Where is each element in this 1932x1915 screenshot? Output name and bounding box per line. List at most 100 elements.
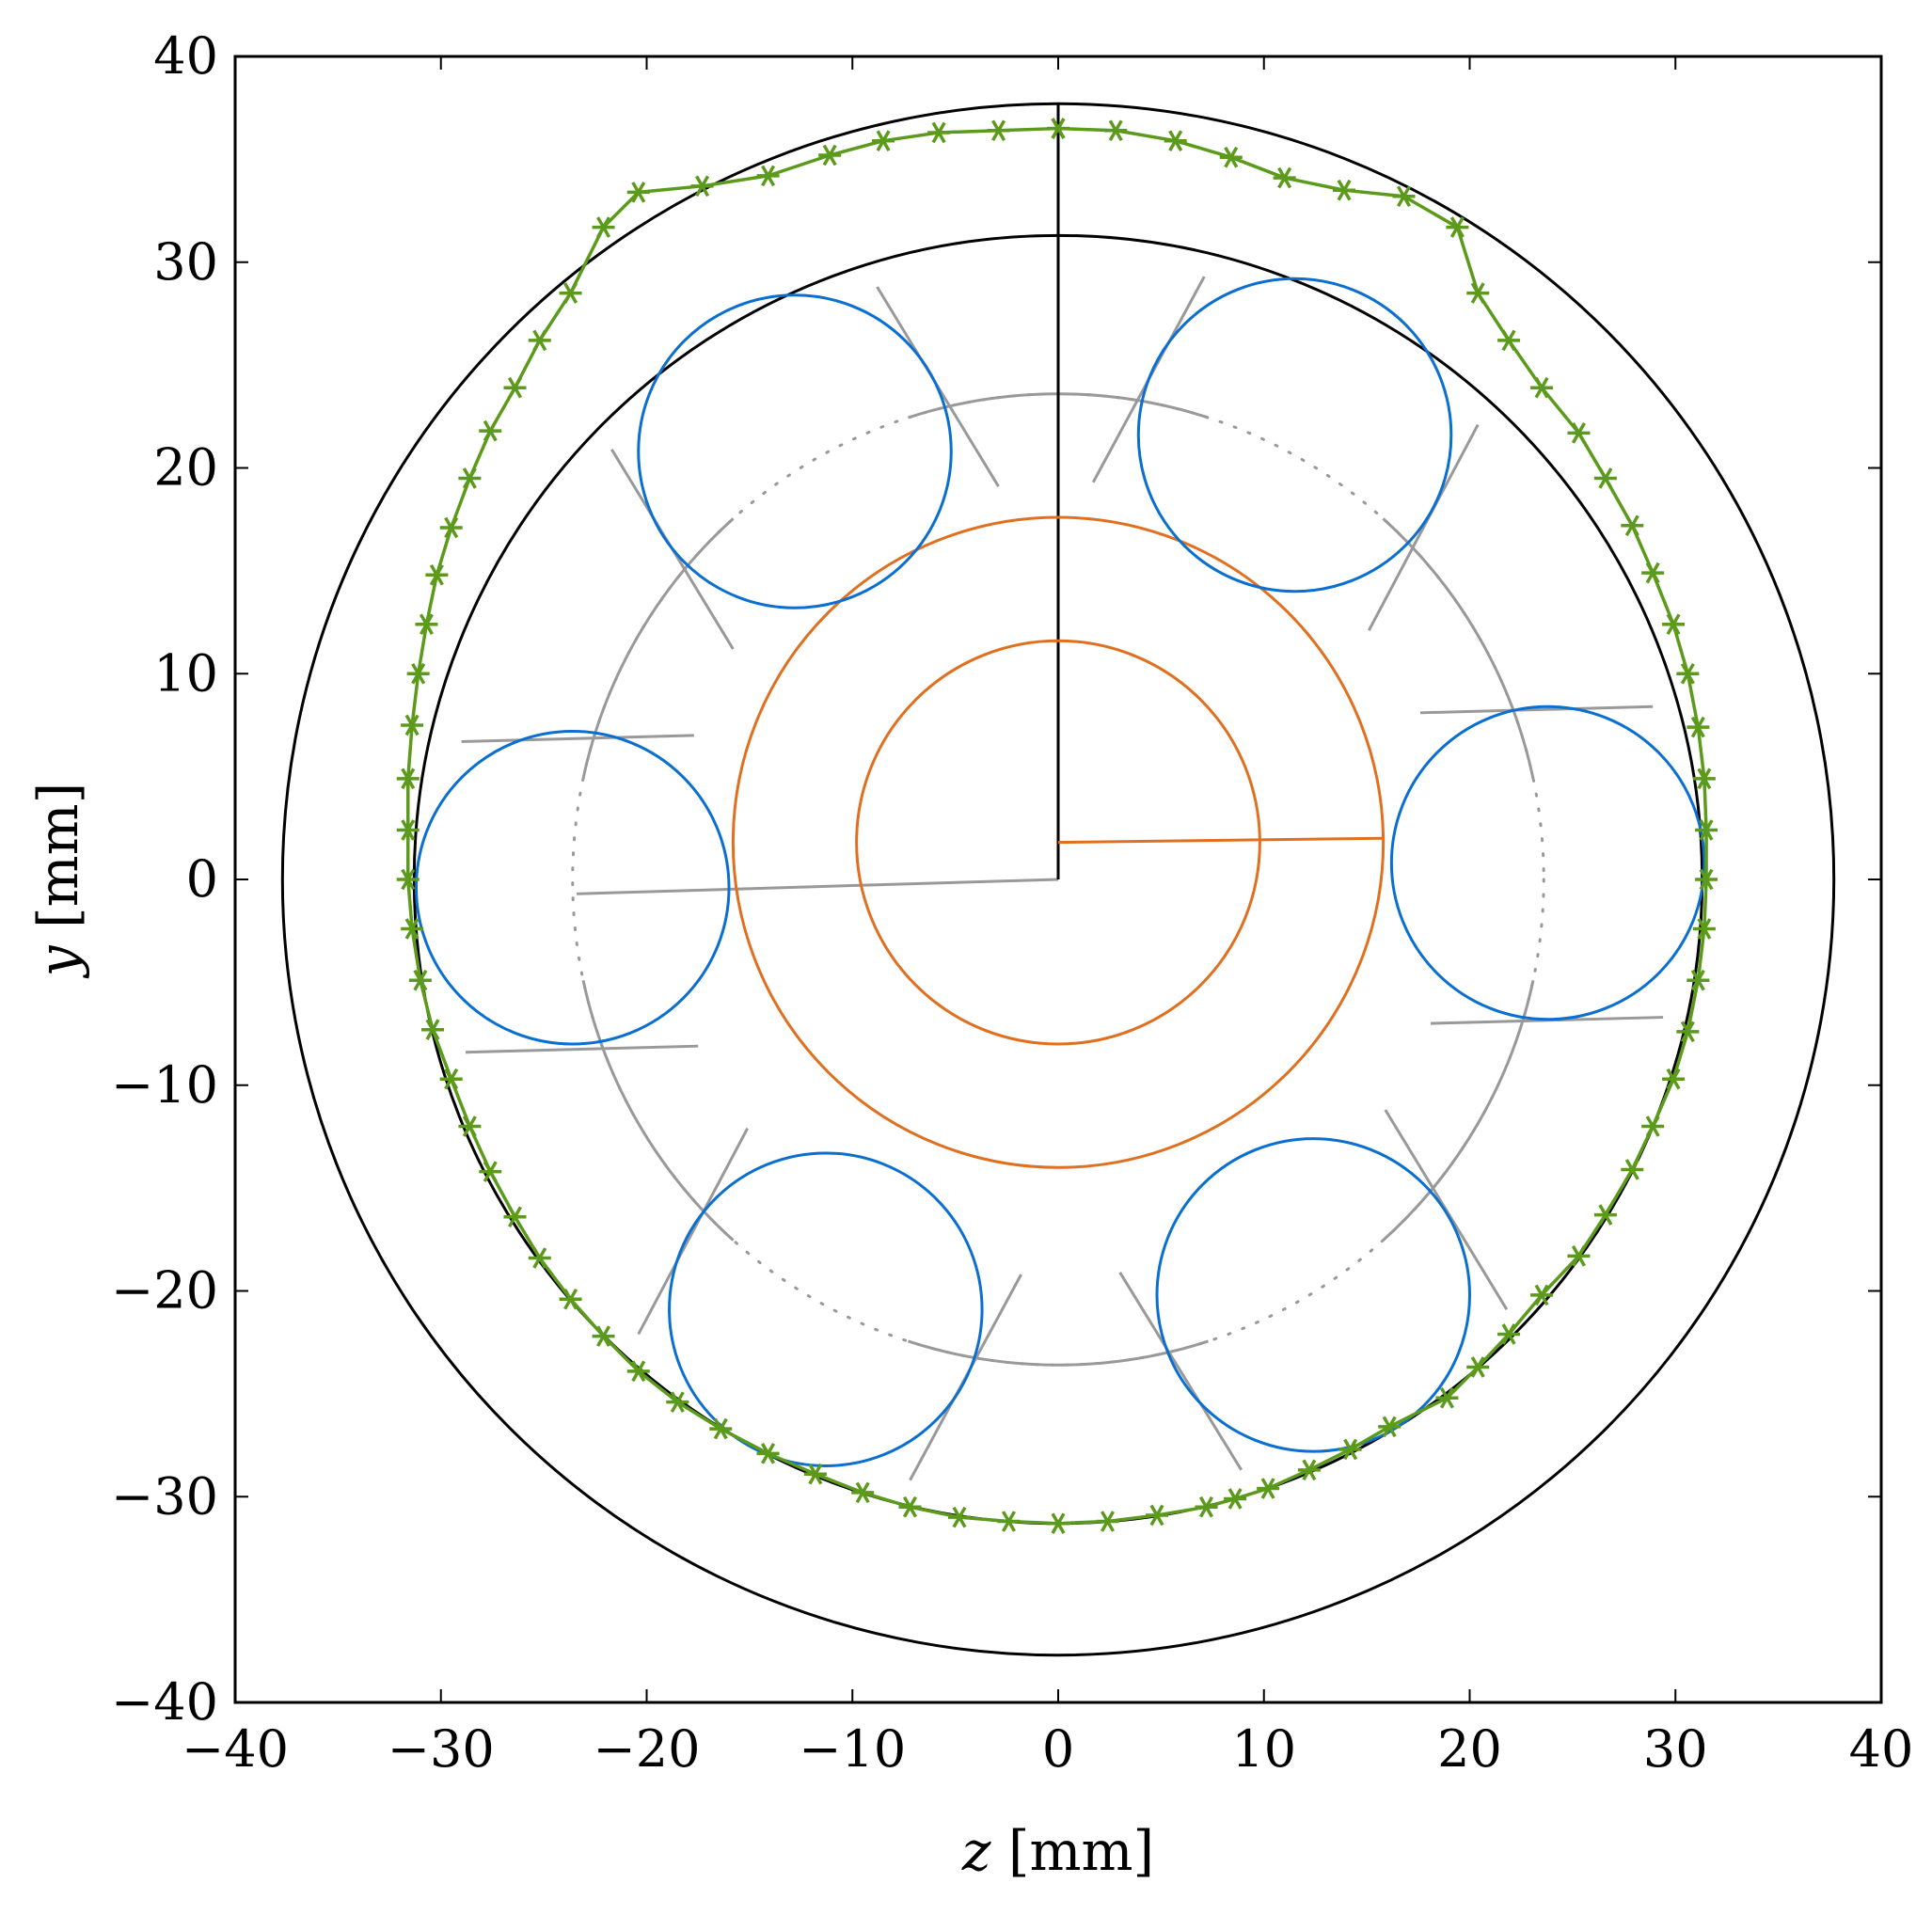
measured-point xyxy=(396,868,420,891)
measured-point xyxy=(709,1417,733,1440)
y-tick-label: −20 xyxy=(111,1261,218,1321)
measured-point xyxy=(425,563,449,586)
measured-point xyxy=(401,714,424,736)
measured-point xyxy=(396,768,420,790)
measured-point xyxy=(1435,1386,1459,1409)
measured-point xyxy=(756,165,780,187)
measured-point xyxy=(479,419,502,442)
roller-3 xyxy=(1389,704,1706,1021)
measured-point xyxy=(1257,1478,1280,1499)
measured-point xyxy=(1333,179,1356,201)
measured-point xyxy=(559,1288,582,1310)
measured-point xyxy=(458,467,482,489)
measured-point xyxy=(439,516,463,539)
measured-point xyxy=(592,216,615,238)
measured-point xyxy=(396,819,420,841)
x-tick-label: 0 xyxy=(1042,1719,1074,1779)
measured-point xyxy=(803,1463,827,1485)
x-tick-label: 10 xyxy=(1231,1719,1296,1779)
measured-point xyxy=(1621,1159,1644,1180)
inner-race-circle-1 xyxy=(731,515,1386,1169)
measured-point xyxy=(1378,1416,1401,1438)
measured-point xyxy=(1567,1244,1591,1267)
measured-point xyxy=(1497,329,1521,352)
measured-point xyxy=(479,1161,502,1182)
measured-point xyxy=(401,918,424,940)
x-tick-label: −10 xyxy=(799,1719,906,1779)
x-axis-label-unit: [mm] xyxy=(990,1819,1154,1883)
y-tick-label: 20 xyxy=(153,438,218,498)
measured-point xyxy=(1096,1511,1119,1532)
y-tick-label: 40 xyxy=(153,26,218,86)
measured-point xyxy=(1047,118,1069,139)
measured-point xyxy=(1047,1512,1069,1535)
measured-point xyxy=(851,1481,875,1504)
roller-2 xyxy=(1136,277,1453,593)
measured-point xyxy=(1662,613,1686,636)
measured-point xyxy=(626,1360,650,1383)
cage-reference-line xyxy=(577,878,1059,895)
measured-point xyxy=(503,1206,527,1228)
measured-point xyxy=(559,282,582,304)
measured-point xyxy=(408,969,432,991)
measured-point xyxy=(1695,868,1718,891)
measured-point xyxy=(1692,918,1716,940)
measured-point xyxy=(406,662,430,685)
measured-point xyxy=(1687,716,1710,738)
plot-area xyxy=(280,102,1836,1657)
roller-5 xyxy=(668,1151,984,1467)
y-axis-label-var: y xyxy=(26,944,90,979)
cage-pocket-line-7 xyxy=(1384,1109,1509,1310)
measured-point xyxy=(1692,768,1716,790)
cage-pocket-line-5 xyxy=(1419,704,1654,715)
y-tick-label: −40 xyxy=(111,1672,218,1732)
measured-point xyxy=(1621,514,1644,537)
measured-point xyxy=(415,613,438,636)
measured-point xyxy=(1466,282,1490,304)
x-tick-labels: −40 −30 −20 −10 0 10 20 30 40 xyxy=(182,1719,1913,1779)
measured-point xyxy=(1446,216,1469,238)
x-tick-label: 20 xyxy=(1437,1719,1502,1779)
measured-point xyxy=(1687,969,1710,991)
measured-point xyxy=(1219,146,1243,168)
measured-point xyxy=(1497,1323,1521,1345)
x-axis-label: z [mm] xyxy=(961,1819,1154,1883)
measured-point xyxy=(592,1325,615,1347)
measured-point xyxy=(1530,376,1554,399)
measured-point xyxy=(528,1247,551,1269)
measured-point xyxy=(1593,1204,1617,1226)
measured-point xyxy=(948,1506,971,1528)
y-tick-label: −30 xyxy=(111,1466,218,1526)
measured-point xyxy=(626,182,650,203)
measured-point xyxy=(1224,1488,1247,1510)
measured-point xyxy=(1273,166,1296,189)
cage-arc-2 xyxy=(581,517,735,779)
measured-point xyxy=(503,376,527,399)
measured-point xyxy=(898,1496,922,1518)
x-tick-label: −20 xyxy=(594,1719,701,1779)
cage-pocket-line-4 xyxy=(1367,423,1480,632)
measured-point xyxy=(1676,1021,1700,1043)
measured-point xyxy=(1567,422,1591,444)
x-axis-label-var: z xyxy=(961,1819,991,1883)
y-tick-label: −10 xyxy=(111,1055,218,1115)
measured-point xyxy=(1641,1116,1665,1137)
roller-4 xyxy=(1155,1137,1471,1453)
measured-point xyxy=(1146,1504,1168,1527)
x-tick-label: −30 xyxy=(388,1719,495,1779)
y-tick-label: 30 xyxy=(153,232,218,292)
measured-point xyxy=(1662,1068,1686,1090)
measured-point xyxy=(528,329,551,352)
measured-point xyxy=(1104,119,1128,142)
measured-point xyxy=(1676,662,1700,685)
measured-point xyxy=(1593,467,1617,489)
roller-6 xyxy=(415,730,731,1046)
measured-point xyxy=(987,119,1010,142)
roller-1 xyxy=(637,293,953,609)
measured-point xyxy=(1297,1459,1321,1481)
measured-point xyxy=(439,1068,463,1090)
measured-point xyxy=(1466,1356,1490,1378)
measured-point xyxy=(690,175,714,198)
measured-point xyxy=(1164,130,1187,151)
